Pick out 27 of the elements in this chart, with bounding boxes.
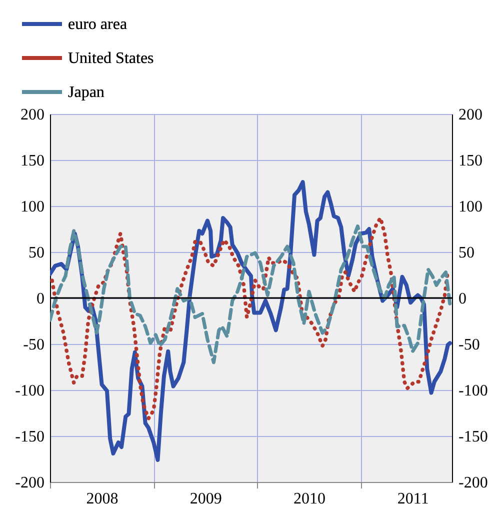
x-tick-label: 2008 [86,490,118,508]
y2-tick-label: 0 [458,290,466,308]
line-series [50,216,450,420]
x-tick-label: 2009 [190,490,222,508]
y2-tick-label: 150 [458,152,482,170]
x-tick-label: 2011 [397,490,429,508]
line-series [50,224,452,364]
y2-tick-label: -100 [458,382,488,400]
y2-tick-label: 50 [458,244,474,262]
legend-label: euro area [68,16,128,33]
y-tick-label: 150 [20,152,44,170]
legend-label: United States [68,50,154,67]
y-tick-label: 100 [20,198,44,216]
legend-label: Japan [68,84,104,101]
y2-tick-label: -50 [458,336,480,354]
y2-tick-label: -150 [458,428,488,446]
y2-tick-label: -200 [458,474,488,492]
y-tick-label: 0 [36,290,44,308]
y-tick-label: -200 [15,474,44,492]
y2-tick-label: 200 [458,106,482,124]
y-tick-label: -100 [15,382,44,400]
y-tick-label: 200 [20,106,44,124]
y2-tick-label: 100 [458,198,482,216]
y-tick-label: -50 [23,336,44,354]
y-tick-label: -150 [15,428,44,446]
y-tick-label: 50 [28,244,44,262]
x-tick-label: 2010 [294,490,326,508]
